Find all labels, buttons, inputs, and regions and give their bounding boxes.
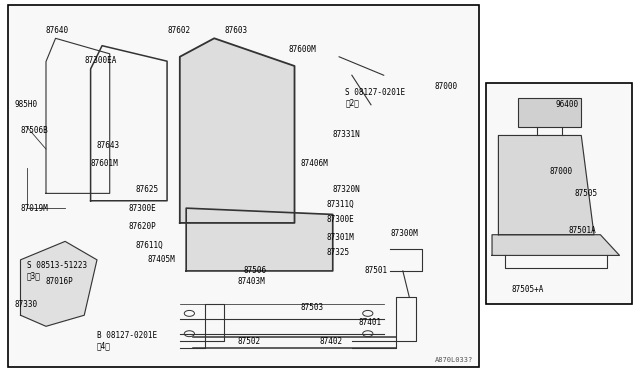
Text: 87301M: 87301M (326, 233, 354, 242)
Polygon shape (186, 208, 333, 271)
Polygon shape (499, 135, 594, 235)
Text: 87503: 87503 (301, 303, 324, 312)
Text: 87320N: 87320N (333, 185, 360, 194)
Bar (486, 83, 632, 304)
Bar (8, 5, 479, 367)
Text: 87506B: 87506B (20, 126, 48, 135)
Text: 87300M: 87300M (390, 230, 418, 238)
Text: 87601M: 87601M (91, 159, 118, 169)
Text: A870L033?: A870L033? (435, 357, 473, 363)
Text: 87502: 87502 (237, 337, 260, 346)
Text: 87611Q: 87611Q (135, 241, 163, 250)
Text: 87506: 87506 (244, 266, 267, 275)
Polygon shape (492, 235, 620, 256)
Text: B 08127-0201E
（4）: B 08127-0201E （4） (97, 331, 157, 351)
Text: 87600M: 87600M (288, 45, 316, 54)
Text: 87330: 87330 (14, 300, 37, 309)
Text: 87405M: 87405M (148, 255, 176, 264)
Text: 87406M: 87406M (301, 159, 328, 169)
Text: 87625: 87625 (135, 185, 158, 194)
Text: 87643: 87643 (97, 141, 120, 150)
Text: 87501A: 87501A (568, 226, 596, 235)
Text: 87403M: 87403M (237, 278, 265, 286)
Text: 87019M: 87019M (20, 203, 48, 213)
Polygon shape (20, 241, 97, 326)
Text: 87000: 87000 (549, 167, 573, 176)
Text: 87602: 87602 (167, 26, 190, 35)
Text: 87300E: 87300E (129, 203, 157, 213)
Text: 87300E: 87300E (326, 215, 354, 224)
Text: 87325: 87325 (326, 248, 349, 257)
Text: 87505: 87505 (575, 189, 598, 198)
Text: 87016P: 87016P (46, 278, 74, 286)
Text: 87402: 87402 (320, 337, 343, 346)
Text: 87000: 87000 (435, 82, 458, 91)
Text: 87620P: 87620P (129, 222, 157, 231)
Bar (518, 98, 581, 127)
Text: 87331N: 87331N (333, 130, 360, 139)
Text: 87311Q: 87311Q (326, 200, 354, 209)
Text: 87300EA: 87300EA (84, 56, 116, 65)
Polygon shape (180, 38, 294, 223)
Text: 96400: 96400 (556, 100, 579, 109)
Text: 87640: 87640 (46, 26, 69, 35)
Text: 87603: 87603 (225, 26, 248, 35)
Text: 87501: 87501 (365, 266, 388, 275)
Text: S 08127-0201E
（2）: S 08127-0201E （2） (346, 88, 406, 107)
Text: 87505+A: 87505+A (511, 285, 543, 294)
Text: 985H0: 985H0 (14, 100, 37, 109)
Text: 87401: 87401 (358, 318, 381, 327)
Text: S 08513-51223
（3）: S 08513-51223 （3） (27, 261, 87, 280)
